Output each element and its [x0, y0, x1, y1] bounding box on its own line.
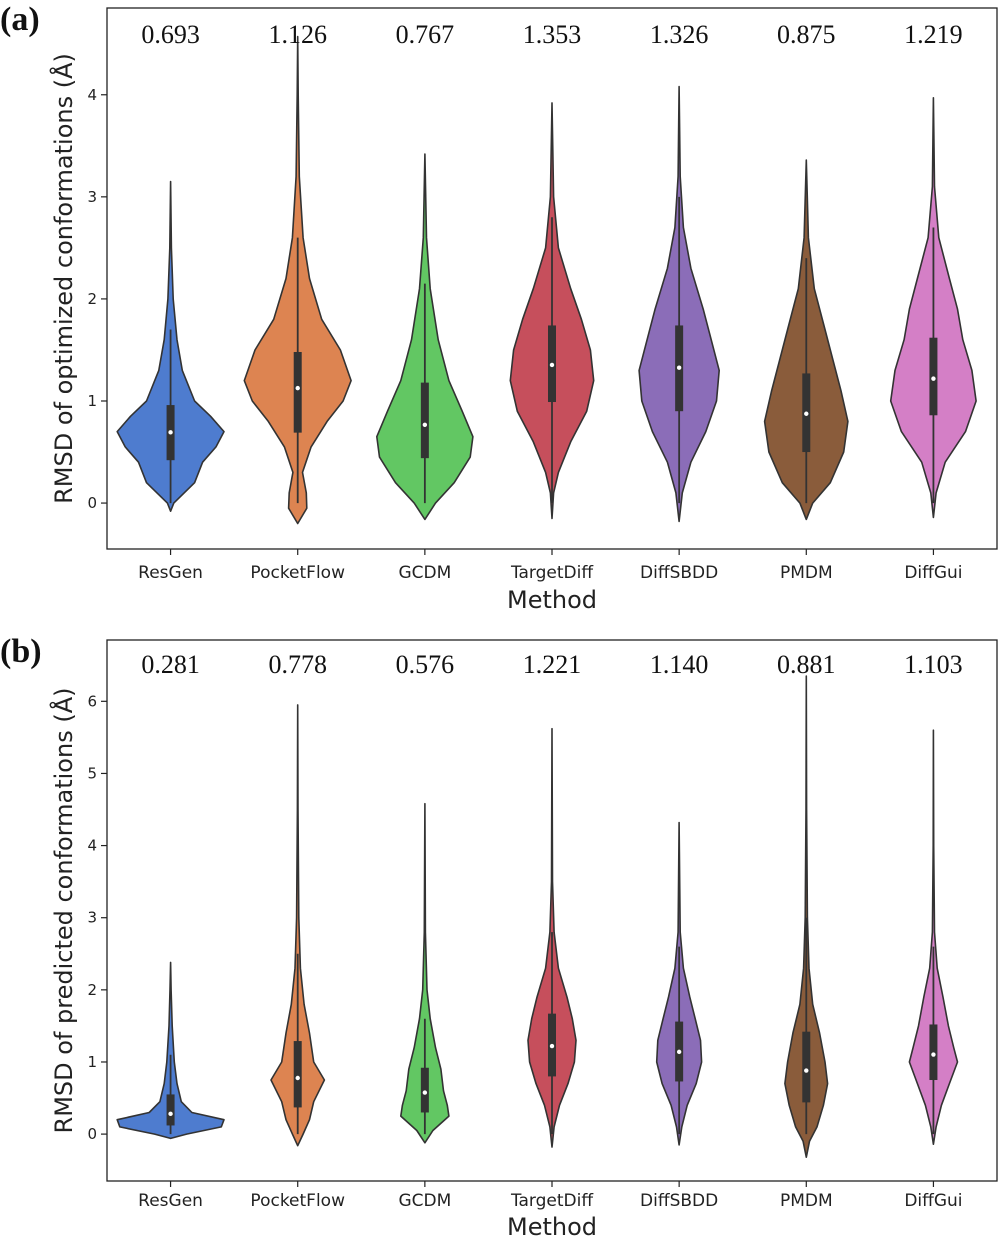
- y-tick-label: 2: [87, 981, 97, 999]
- median-dot: [295, 1075, 300, 1081]
- iqr-box: [293, 1041, 302, 1108]
- median-dot: [804, 1068, 809, 1073]
- iqr-box: [420, 1067, 429, 1113]
- x-axis-title: Method: [507, 1213, 597, 1237]
- y-axis-title: RMSD of optimized conformations (Å): [49, 53, 78, 504]
- panel-a: (a) 0 1 2 3 4 RMSD of optimized conformations …: [0, 1, 998, 614]
- x-tick-label: ResGen: [138, 563, 203, 583]
- median-value-label: 0.576: [396, 650, 455, 679]
- x-tick-label: DiffGui: [904, 1191, 962, 1211]
- x-tick-label: PocketFlow: [250, 1191, 345, 1211]
- median-dot: [804, 411, 809, 416]
- iqr-box: [420, 382, 429, 459]
- x-tick-label: PMDM: [780, 563, 833, 583]
- median-dot: [422, 422, 428, 427]
- y-tick-label: 1: [87, 392, 97, 410]
- y-tick-label: 2: [87, 290, 97, 308]
- median-value-label: 0.767: [396, 20, 455, 49]
- y-tick-label: 5: [87, 764, 97, 782]
- median-value-label: 0.881: [777, 650, 836, 679]
- median-value-label: 0.281: [141, 650, 200, 679]
- violin-pmdm: [784, 675, 829, 1158]
- panel-label: (b): [0, 633, 42, 670]
- x-tick-label: ResGen: [138, 1191, 203, 1211]
- median-dot: [676, 365, 682, 370]
- x-tick-label: GCDM: [398, 1191, 451, 1211]
- median-dot: [931, 376, 936, 381]
- y-tick-label: 6: [87, 692, 97, 710]
- y-tick-label: 1: [87, 1053, 97, 1071]
- median-dot: [422, 1090, 428, 1095]
- y-tick-label: 3: [87, 909, 97, 927]
- median-value-label: 1.221: [523, 650, 582, 679]
- iqr-box: [929, 1024, 938, 1081]
- median-value-label: 1.126: [268, 20, 327, 49]
- x-tick-label: DiffSBDD: [640, 563, 718, 583]
- median-value-label: 0.693: [141, 20, 200, 49]
- violin-pocketflow: [270, 704, 326, 1147]
- violin-resgen: [116, 961, 225, 1140]
- y-tick-label: 3: [87, 188, 97, 206]
- iqr-box: [293, 351, 302, 433]
- panel-b: (b) 0 1 2 3 4 5 6 RMSD of predicted conformation…: [0, 633, 998, 1237]
- iqr-box: [166, 1094, 175, 1126]
- median-dot: [295, 385, 300, 391]
- x-tick-label: TargetDiff: [510, 1191, 594, 1211]
- median-dot: [549, 362, 555, 368]
- median-dot: [931, 1052, 936, 1057]
- x-tick-label: PMDM: [780, 1191, 833, 1211]
- x-tick-label: DiffGui: [904, 563, 962, 583]
- x-tick-label: TargetDiff: [510, 563, 594, 583]
- median-dot: [168, 430, 173, 435]
- median-dot: [168, 1111, 173, 1117]
- violin-gcdm: [399, 802, 450, 1144]
- x-tick-label: GCDM: [398, 563, 451, 583]
- median-value-label: 0.875: [777, 20, 836, 49]
- median-dot: [549, 1043, 555, 1049]
- x-tick-label: PocketFlow: [250, 563, 345, 583]
- iqr-box: [802, 1031, 811, 1103]
- panel-label: (a): [0, 1, 40, 38]
- median-value-label: 1.353: [523, 20, 582, 49]
- median-dot: [676, 1049, 682, 1055]
- median-value-label: 1.103: [904, 650, 963, 679]
- median-value-label: 0.778: [268, 650, 327, 679]
- y-tick-label: 0: [87, 494, 97, 512]
- median-value-label: 1.219: [904, 20, 963, 49]
- y-tick-label: 4: [87, 86, 97, 104]
- violin-diffgui: [908, 729, 959, 1145]
- x-tick-label: DiffSBDD: [640, 1191, 718, 1211]
- y-tick-label: 4: [87, 837, 97, 855]
- y-axis-title: RMSD of predicted conformations (Å): [49, 688, 78, 1134]
- x-axis-title: Method: [507, 586, 597, 614]
- median-value-label: 1.140: [650, 650, 709, 679]
- median-value-label: 1.326: [650, 20, 709, 49]
- y-tick-label: 0: [87, 1125, 97, 1143]
